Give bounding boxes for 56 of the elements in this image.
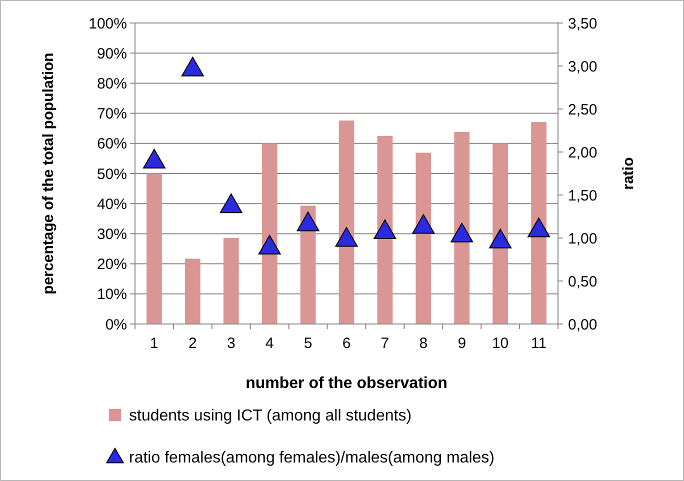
y-tick-label: 0% [105,316,127,334]
y2-tick-label: 0,00 [568,316,598,334]
point [489,228,512,248]
y-tick-label: 90% [96,45,127,62]
y-tick-label: 40% [96,196,127,213]
x-tick-label: 9 [458,335,466,352]
y2-tick-label: 3,50 [568,15,598,32]
point [335,227,358,247]
y2-tick-label: 0,50 [568,273,598,290]
y2-tick-label: 3,00 [568,58,598,76]
y2-axis-title: ratio [620,157,637,190]
point [220,194,242,214]
y-tick-label: 100% [88,15,127,32]
y2-tick-label: 1,00 [568,230,598,248]
y-tick-label: 30% [96,226,127,243]
legend-label: ratio females(among females)/males(among males) [129,450,494,467]
y-tick-label: 50% [96,166,127,183]
bar [338,120,354,324]
y-tick-label: 80% [96,75,127,92]
point [450,222,474,242]
point [181,56,204,76]
point [412,214,435,234]
y2-tick-label: 1,50 [568,187,598,204]
x-tick-label: 10 [492,335,509,352]
y-axis-title: percentage of the total population [40,52,57,294]
y-tick-label: 60% [96,136,127,153]
bar [454,132,470,324]
x-tick-label: 6 [342,335,351,352]
bar [223,238,239,324]
y-tick-label: 70% [96,106,127,123]
y-tick-label: 20% [96,256,127,274]
point [296,212,320,232]
point [374,219,396,239]
x-axis-title: number of the observation [246,375,448,392]
bar [146,174,162,324]
x-tick-label: 5 [304,335,312,352]
bar [531,122,546,324]
bar [416,152,432,324]
x-tick-label: 1 [150,335,158,352]
point [528,218,550,238]
bar [492,143,508,324]
point [142,148,166,168]
bar [377,136,393,324]
x-tick-label: 7 [380,335,390,352]
bar [184,258,200,324]
x-tick-label: 2 [188,335,197,352]
x-tick-label: 11 [530,335,547,352]
bar [262,143,278,324]
x-tick-label: 8 [419,335,428,352]
legend-label: students using ICT (among all students) [129,408,412,425]
y-tick-label: 10% [96,286,127,304]
point [258,234,281,254]
x-tick-label: 4 [265,335,274,352]
y2-tick-label: 2,00 [568,144,598,162]
y2-tick-label: 2,50 [568,101,598,118]
x-tick-label: 3 [226,335,236,352]
